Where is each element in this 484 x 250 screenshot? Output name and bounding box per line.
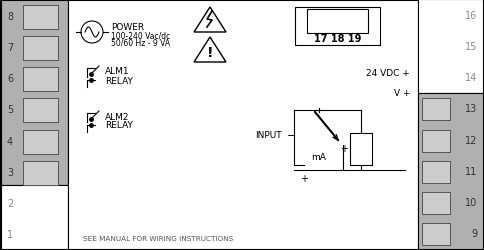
- Bar: [23, 37, 58, 61]
- Bar: [422, 99, 450, 121]
- Bar: [350, 134, 372, 165]
- Text: +: +: [340, 144, 348, 154]
- Text: 12: 12: [465, 135, 477, 145]
- Text: POWER: POWER: [111, 22, 144, 31]
- Text: RELAY: RELAY: [105, 121, 133, 130]
- Text: RELAY: RELAY: [105, 76, 133, 85]
- Bar: [23, 130, 58, 154]
- Text: 24 VDC +: 24 VDC +: [366, 68, 410, 77]
- Text: 7: 7: [7, 43, 13, 53]
- Text: 50/60 Hz - 9 VA: 50/60 Hz - 9 VA: [111, 38, 170, 47]
- Bar: [418, 94, 483, 249]
- Bar: [422, 130, 450, 152]
- Text: 9: 9: [471, 228, 477, 238]
- Text: INPUT: INPUT: [256, 131, 282, 140]
- Bar: [418, 0, 483, 94]
- Bar: [23, 161, 58, 185]
- Bar: [23, 6, 58, 30]
- Text: !: !: [207, 46, 213, 60]
- Text: 16: 16: [465, 10, 477, 20]
- Bar: [1, 185, 68, 249]
- Text: 11: 11: [465, 166, 477, 176]
- Text: SEE MANUAL FOR WIRING INSTRUCTIONS: SEE MANUAL FOR WIRING INSTRUCTIONS: [83, 235, 233, 241]
- Text: 2: 2: [7, 198, 13, 208]
- Text: +: +: [300, 173, 308, 183]
- Text: 14: 14: [465, 73, 477, 83]
- Text: 1: 1: [7, 230, 13, 239]
- Bar: [1, 1, 68, 185]
- Text: V +: V +: [393, 89, 410, 98]
- Text: 100-240 Vac/dc: 100-240 Vac/dc: [111, 31, 170, 40]
- Text: mA: mA: [311, 152, 326, 161]
- Text: 10: 10: [465, 197, 477, 207]
- Text: −: −: [287, 130, 296, 140]
- Text: 17 18 19: 17 18 19: [314, 34, 361, 44]
- Text: ALM2: ALM2: [105, 112, 130, 121]
- Text: 13: 13: [465, 104, 477, 114]
- Text: ALM1: ALM1: [105, 67, 130, 76]
- Text: 6: 6: [7, 74, 13, 84]
- Bar: [422, 224, 450, 246]
- Bar: [68, 1, 418, 249]
- Bar: [295, 8, 380, 46]
- Text: 3: 3: [7, 167, 13, 177]
- Text: 4: 4: [7, 136, 13, 146]
- Text: 5: 5: [7, 105, 13, 115]
- Bar: [23, 99, 58, 123]
- Bar: [422, 161, 450, 183]
- Bar: [307, 10, 368, 34]
- Bar: [23, 68, 58, 92]
- Text: 15: 15: [465, 42, 477, 52]
- Text: 8: 8: [7, 12, 13, 22]
- Bar: [422, 192, 450, 214]
